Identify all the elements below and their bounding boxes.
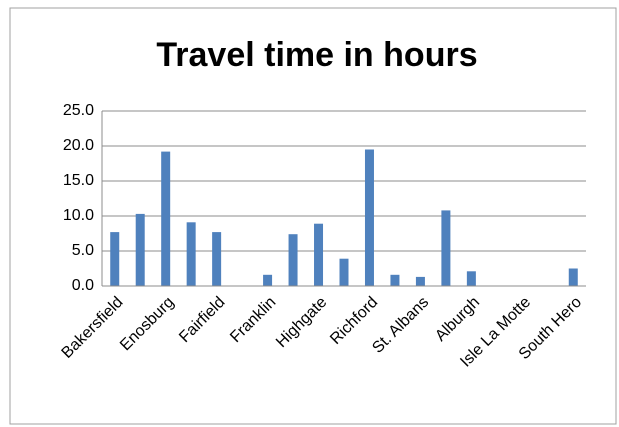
bar <box>314 223 324 286</box>
y-tick-label: 20.0 <box>63 137 94 154</box>
bar <box>364 149 374 286</box>
bar <box>415 276 425 286</box>
bar <box>466 271 476 286</box>
y-tick-label: 0.0 <box>72 277 94 294</box>
bar <box>263 274 273 286</box>
bar <box>161 151 171 286</box>
bar <box>390 274 400 286</box>
bar <box>186 222 196 286</box>
bar <box>212 232 222 286</box>
chart-title: Travel time in hours <box>156 36 477 74</box>
bar <box>110 232 120 286</box>
y-tick-label: 25.0 <box>63 102 94 119</box>
bar <box>135 213 145 286</box>
y-tick-label: 10.0 <box>63 207 94 224</box>
bar <box>288 234 298 286</box>
y-tick-label: 15.0 <box>63 172 94 189</box>
bar <box>568 268 578 286</box>
y-tick-label: 5.0 <box>72 242 94 259</box>
bar <box>441 210 451 286</box>
bar <box>339 258 349 286</box>
